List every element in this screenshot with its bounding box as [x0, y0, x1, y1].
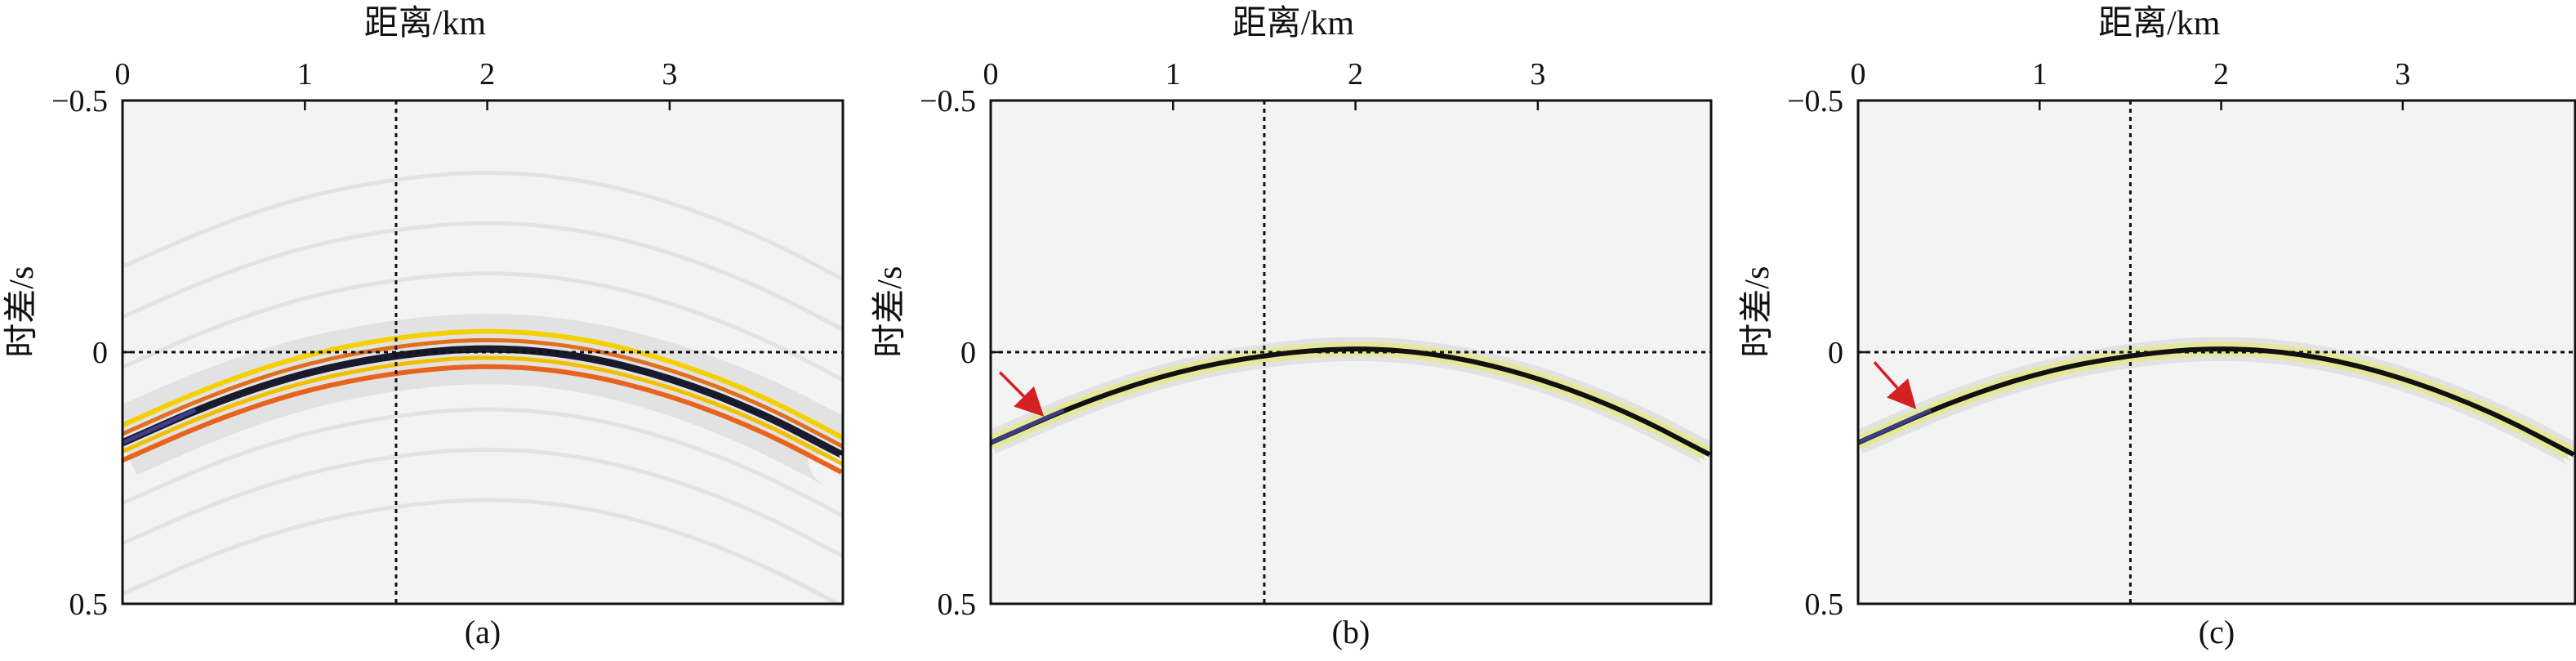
event-curve — [991, 346, 1711, 458]
annotation-arrow — [1873, 361, 1917, 409]
plot-area — [123, 100, 843, 604]
event-band-inner-lower — [123, 355, 843, 467]
x-tick-label: 3 — [2395, 57, 2410, 92]
x-axis-label: 距离/km — [1232, 4, 1355, 42]
x-tick-label: 0 — [115, 57, 131, 92]
x-tick-label: 2 — [1348, 57, 1363, 92]
y-axis-label: 时差/s — [1739, 266, 1776, 358]
x-tick-label: 1 — [297, 57, 313, 92]
x-tick-label: 2 — [479, 57, 495, 92]
background-trace — [123, 498, 843, 604]
x-axis-label: 距离/km — [2098, 4, 2221, 42]
y-tick-label: 0 — [1828, 336, 1843, 370]
panel-label: (c) — [2199, 614, 2235, 650]
annotation-arrow — [998, 371, 1045, 417]
x-tick-label: 0 — [1851, 57, 1866, 92]
background-trace — [123, 447, 843, 558]
panel-label: (a) — [465, 614, 501, 650]
x-tick-label: 0 — [983, 57, 999, 92]
event-band-lower — [123, 364, 843, 476]
event-curve — [123, 345, 843, 459]
y-axis-label: 时差/s — [871, 266, 909, 358]
y-tick-label: 0.5 — [938, 587, 977, 622]
y-tick-label: −0.5 — [51, 84, 108, 118]
x-tick-label: 2 — [2213, 57, 2229, 92]
x-tick-label: 3 — [662, 57, 677, 92]
y-tick-label: −0.5 — [1787, 84, 1843, 118]
x-axis-label: 距离/km — [364, 4, 487, 42]
y-tick-label: 0 — [960, 336, 976, 370]
y-tick-label: 0.5 — [69, 587, 109, 622]
background-trace — [123, 271, 843, 382]
event-curve-left-tint — [991, 408, 1065, 445]
y-tick-label: 0 — [92, 336, 108, 370]
plot-area — [991, 100, 1711, 604]
background-trace — [123, 221, 843, 332]
x-tick-label: 1 — [1165, 57, 1181, 92]
plot-area — [1858, 100, 2575, 604]
event-band-upper — [123, 328, 843, 440]
background-trace — [123, 407, 843, 518]
y-axis-label: 时差/s — [3, 266, 41, 358]
y-tick-label: −0.5 — [920, 84, 976, 118]
background-trace — [123, 171, 843, 281]
x-tick-label: 1 — [2032, 57, 2048, 92]
panel-label: (b) — [1332, 614, 1370, 650]
event-curve-left-tint — [123, 408, 197, 445]
y-tick-label: 0.5 — [1805, 587, 1844, 622]
event-band-inner-upper — [123, 337, 843, 449]
event-curve — [1858, 346, 2575, 458]
x-tick-label: 3 — [1530, 57, 1545, 92]
event-curve-left-tint — [1858, 408, 1932, 445]
